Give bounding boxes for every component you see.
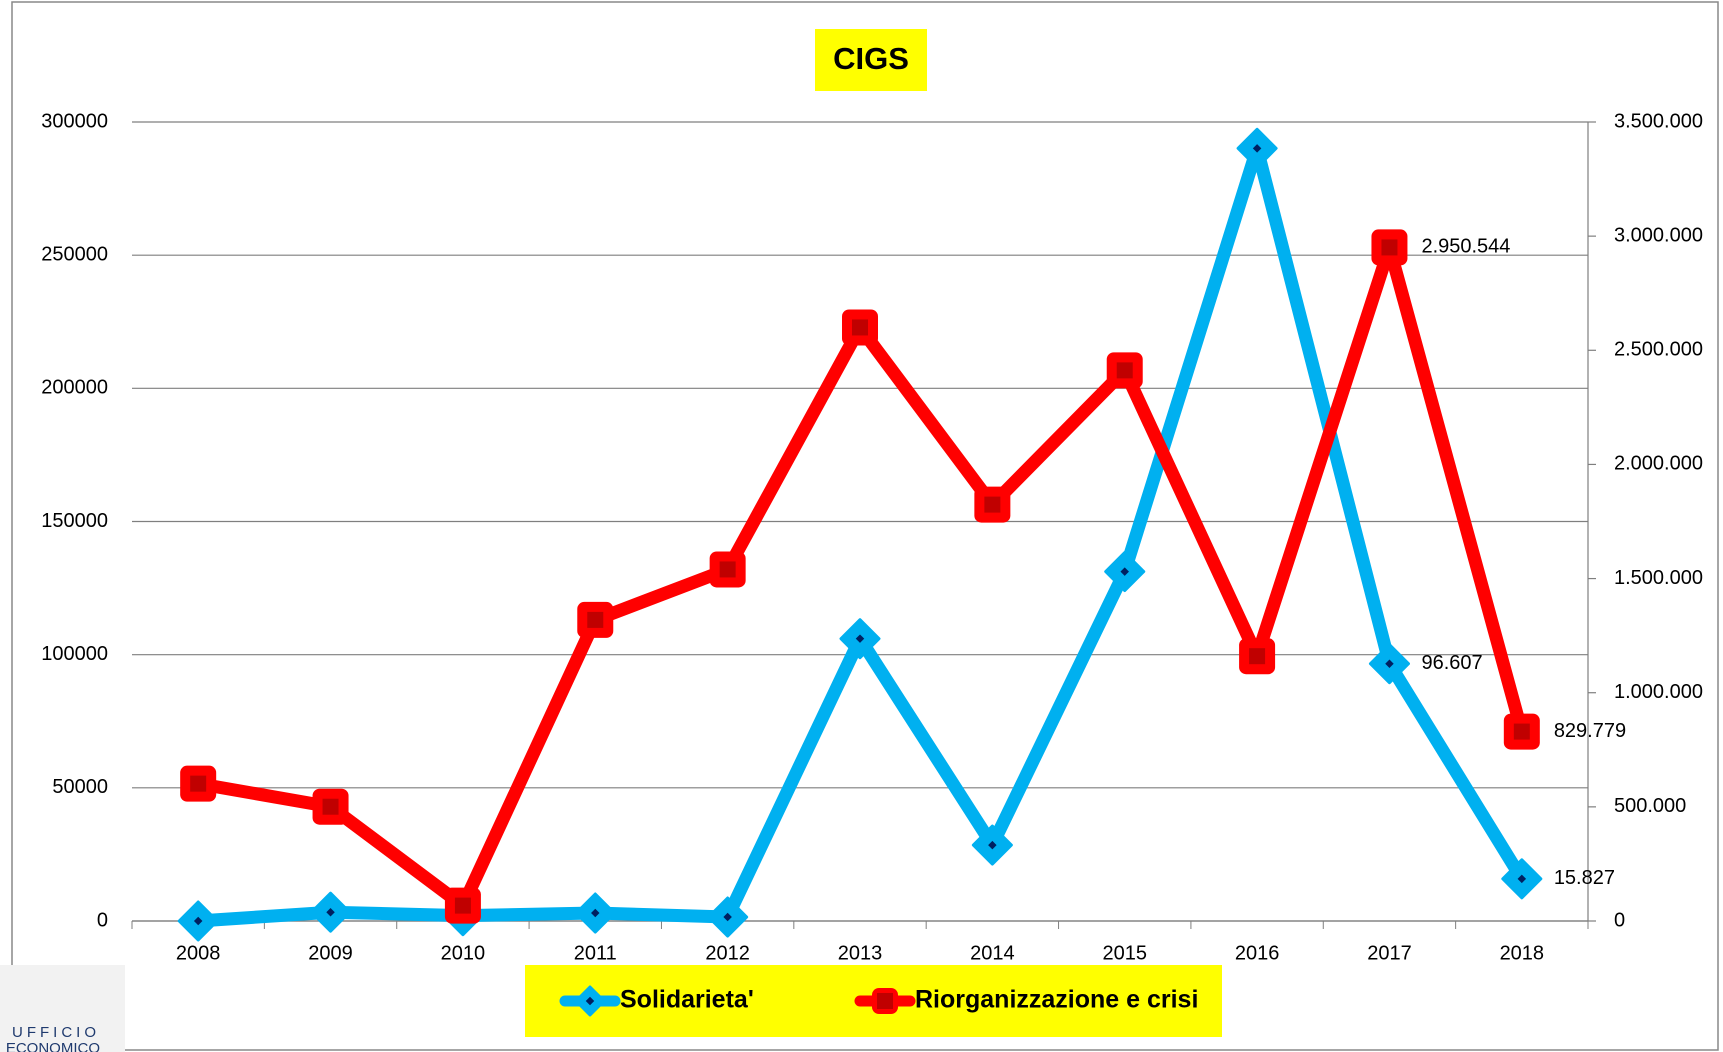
y-tick-label: 0	[97, 909, 108, 931]
chart-frame	[11, 1, 1719, 1051]
title-box	[815, 29, 927, 91]
marker-center	[1381, 239, 1398, 256]
marker-center	[723, 912, 732, 922]
y-tick-label: 150000	[41, 510, 108, 532]
logo: UFFICIO ECONOMICO	[0, 965, 125, 1052]
logo-text: ECONOMICO	[6, 1040, 100, 1052]
marker-center	[1249, 648, 1266, 665]
x-tick-label: 2015	[1102, 942, 1147, 964]
data-label: 15.827	[1554, 867, 1615, 889]
data-label: 96.607	[1421, 652, 1482, 674]
series: 96.607 15.827	[177, 127, 1615, 942]
x-tick-label: 2018	[1500, 942, 1545, 964]
marker-center	[326, 907, 335, 917]
x-tick-label: 2012	[705, 942, 750, 964]
marker-center	[585, 996, 595, 1006]
marker-center	[1513, 723, 1530, 740]
y2-tick-label: 3.500.000	[1614, 110, 1703, 132]
marker-center	[591, 908, 600, 918]
marker-center	[855, 634, 865, 643]
marker-center	[1120, 567, 1129, 576]
marker-center	[587, 611, 604, 628]
legend-label: Riorganizzazione e crisi	[915, 986, 1198, 1014]
y2-tick-label: 3.000.000	[1614, 224, 1703, 246]
x-tick-label: 2016	[1235, 942, 1280, 964]
x-tick-label: 2008	[176, 942, 221, 964]
x-tick-label: 2014	[970, 942, 1015, 964]
marker-center	[454, 897, 471, 914]
y2-tick-label: 2.500.000	[1614, 339, 1703, 361]
x-tick-label: 2017	[1367, 942, 1412, 964]
y-tick-label: 200000	[41, 377, 108, 399]
y-tick-label: 100000	[41, 643, 108, 665]
logo-text: UFFICIO	[12, 1024, 100, 1041]
y2-tick-label: 1.000.000	[1614, 681, 1703, 703]
marker-center	[988, 840, 997, 850]
y2-tick-label: 2.000.000	[1614, 453, 1703, 475]
x-tick-label: 2013	[838, 942, 883, 964]
marker-center	[1116, 362, 1133, 379]
marker-center	[1517, 874, 1527, 884]
marker-center	[984, 496, 1001, 513]
marker-center	[852, 319, 868, 336]
legend-item: Riorganizzazione e crisi	[854, 986, 1198, 1014]
x-tick-label: 2011	[574, 942, 617, 964]
marker-center	[322, 798, 339, 815]
marker-center	[190, 775, 207, 792]
data-label: 2.950.544	[1421, 236, 1510, 258]
y-tick-label: 300000	[41, 110, 108, 132]
y-tick-label: 250000	[41, 243, 108, 265]
legend-item: Solidarieta'	[559, 985, 754, 1017]
series: 2.950.544 829.779	[180, 229, 1626, 924]
x-tick-label: 2009	[308, 942, 353, 964]
chart-title: CIGS	[833, 41, 909, 76]
y2-tick-label: 0	[1614, 909, 1625, 931]
marker-center	[719, 561, 736, 578]
marker-center	[877, 993, 893, 1009]
y2-tick-label: 500.000	[1614, 795, 1686, 817]
legend-label: Solidarieta'	[620, 986, 754, 1014]
y-tick-label: 50000	[52, 776, 108, 798]
logo-bg	[0, 965, 125, 1052]
x-tick-label: 2010	[441, 942, 486, 964]
marker-center	[1385, 659, 1394, 668]
y2-tick-label: 1.500.000	[1614, 567, 1703, 589]
data-label: 829.779	[1554, 720, 1626, 742]
